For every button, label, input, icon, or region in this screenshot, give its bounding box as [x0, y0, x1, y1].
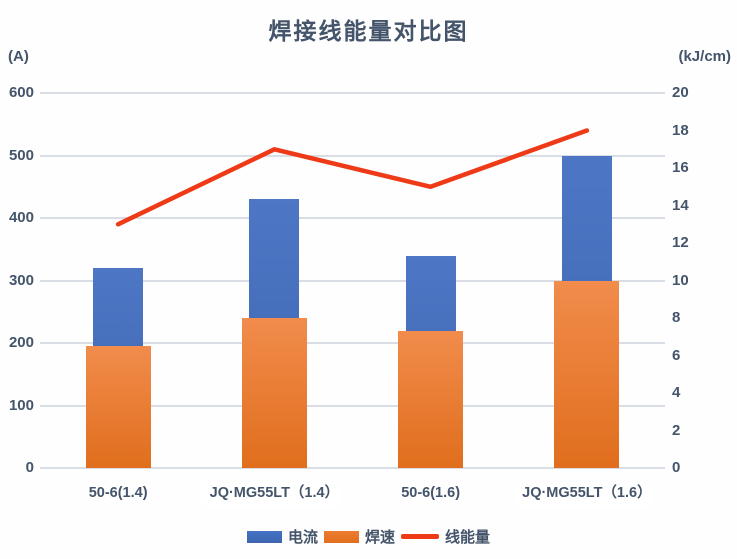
right-axis-tick: 0 — [672, 459, 681, 476]
x-axis-category-label: JQ·MG55LT（1.6） — [507, 482, 667, 508]
left-axis-tick: 300 — [8, 271, 34, 289]
legend-swatch-line-icon — [401, 534, 439, 539]
right-axis-tick: 20 — [672, 84, 689, 101]
x-axis-category-label: JQ·MG55LT（1.4） — [194, 482, 354, 508]
bar-speed — [241, 318, 307, 468]
right-axis-tick: 6 — [672, 346, 681, 364]
line-series-svg — [115, 128, 590, 227]
legend: 电流 焊速 线能量 — [0, 526, 737, 547]
grid-line — [40, 279, 665, 282]
legend-item-energy: 线能量 — [401, 526, 490, 547]
right-axis-tick: 2 — [672, 421, 681, 439]
legend-label: 电流 — [287, 529, 318, 546]
x-axis-category-text: JQ·MG55LT（1.4） — [209, 485, 340, 501]
left-axis-tick: 500 — [8, 146, 34, 164]
grid-line — [40, 154, 665, 157]
grid-line — [40, 404, 665, 407]
legend-label: 线能量 — [445, 529, 491, 546]
left-axis-tick: 600 — [8, 84, 34, 101]
grid-line — [40, 467, 665, 469]
chart-title: 焊接线能量对比图 — [268, 18, 469, 44]
plot-area — [40, 92, 665, 469]
legend-item-speed: 焊速 — [323, 526, 395, 547]
x-axis-category-text: 50-6(1.4) — [88, 485, 148, 501]
x-axis-category-label: 50-6(1.4) — [38, 484, 198, 504]
legend-swatch-box-icon — [246, 530, 282, 543]
right-axis-tick: 12 — [672, 234, 689, 251]
right-axis-unit-label: (kJ/cm) — [678, 48, 731, 65]
right-axis-tick: 14 — [672, 196, 689, 214]
left-axis-tick: 400 — [8, 209, 34, 226]
right-axis-tick: 10 — [672, 271, 689, 289]
legend-swatch-box-icon — [323, 530, 359, 543]
right-axis-tick: 8 — [672, 309, 681, 326]
x-axis-category-label: 50-6(1.6) — [351, 484, 511, 504]
bar-speed — [398, 330, 464, 468]
right-axis-tick: 4 — [672, 384, 681, 401]
left-axis-tick: 0 — [25, 459, 34, 476]
x-axis-category-text: 50-6(1.6) — [401, 485, 461, 501]
grid-line — [40, 342, 665, 344]
right-axis-tick: 18 — [672, 121, 689, 139]
x-axis-category-text: JQ·MG55LT（1.6） — [522, 485, 652, 501]
left-axis-tick: 100 — [8, 396, 34, 414]
bar-speed — [554, 280, 620, 468]
grid-line — [40, 217, 665, 219]
grid-line — [40, 92, 665, 94]
line-energy-series — [115, 128, 590, 227]
legend-label: 焊速 — [364, 529, 395, 546]
right-axis-tick: 16 — [672, 159, 689, 176]
legend-item-current: 电流 — [246, 526, 318, 547]
bar-speed — [85, 346, 151, 468]
left-axis-unit-label: (A) — [8, 48, 29, 65]
left-axis-tick: 200 — [8, 334, 34, 351]
